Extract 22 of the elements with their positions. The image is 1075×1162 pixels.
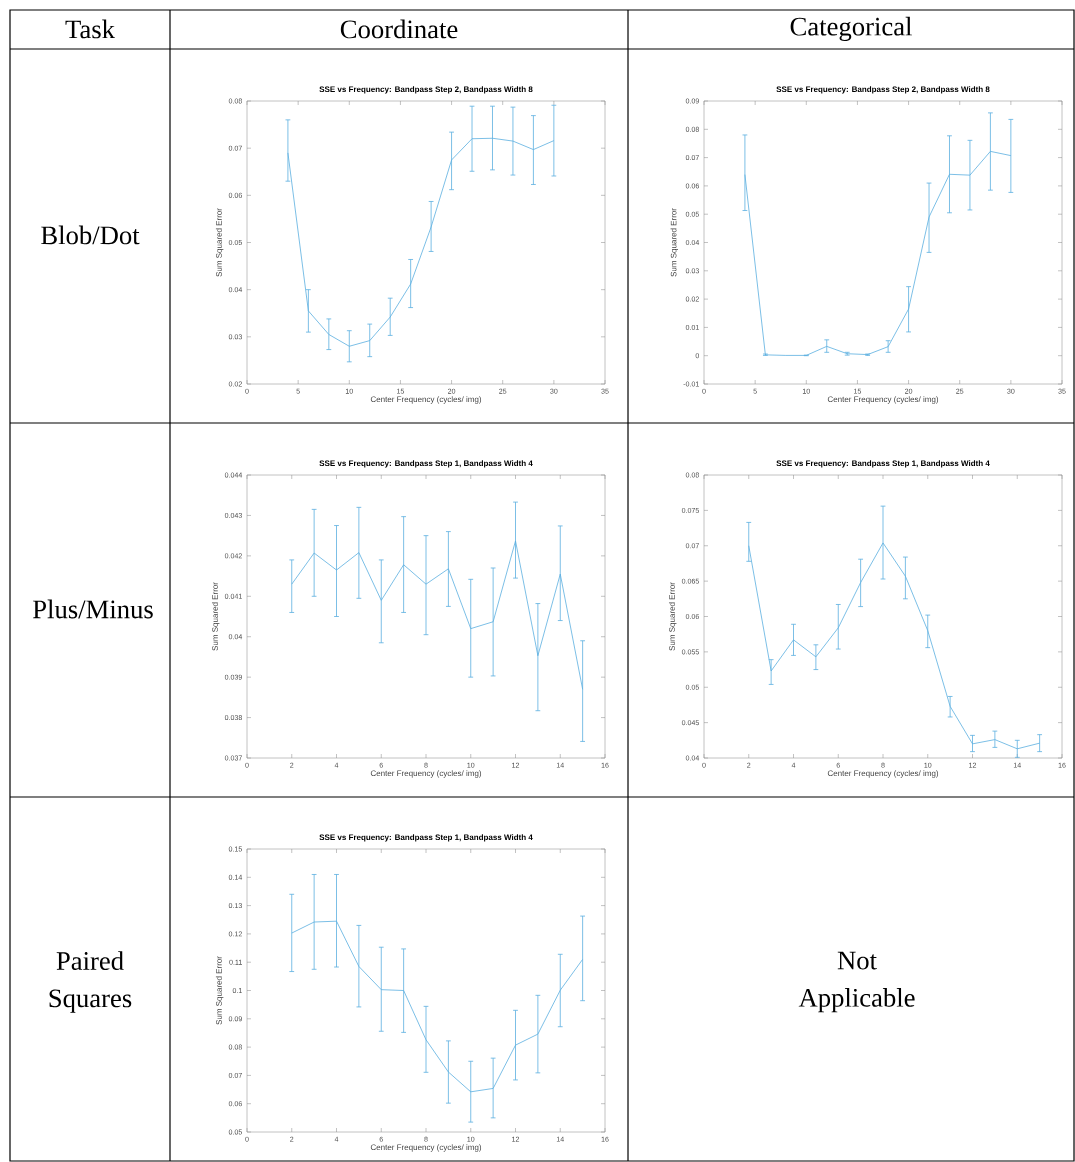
text: Blob/Dot: [41, 225, 140, 245]
x-axis-title: Center Frequency (cycles/ img): [370, 396, 482, 404]
y-axis-title: Sum Squared Error: [668, 582, 677, 651]
chart-title: SSE vs Frequency: Bandpass Step 2, Bandpass Width 8: [776, 86, 990, 94]
chart-title: SSE vs Frequency: Bandpass Step 1, Bandpass Width 4: [319, 460, 533, 468]
chart-title: SSE vs Frequency: Bandpass Step 1, Bandpass Width 4: [319, 834, 533, 842]
y-axis-title: Sum Squared Error: [670, 208, 679, 277]
x-axis-title: Center Frequency (cycles/ img): [370, 1144, 482, 1152]
chart-title: SSE vs Frequency: Bandpass Step 2, Bandpass Width 8: [319, 86, 533, 94]
text: Coordinate: [340, 19, 458, 39]
y-axis-title: Sum Squared Error: [211, 582, 220, 651]
x-axis-title: Center Frequency (cycles/ img): [827, 396, 939, 404]
chart-title: SSE vs Frequency: Bandpass Step 1, Bandpass Width 4: [776, 460, 990, 468]
x-axis-title: Center Frequency (cycles/ img): [370, 770, 482, 778]
text: Task: [65, 19, 116, 39]
text: Categorical: [790, 16, 912, 42]
text: Not Applicable: [798, 951, 915, 1013]
y-axis-title: Sum Squared Error: [215, 208, 224, 277]
y-axis-title: Sum Squared Error: [215, 956, 224, 1025]
text: Paired Squares: [49, 951, 132, 1013]
x-axis-title: Center Frequency (cycles/ img): [827, 770, 939, 778]
text: Plus/Minus: [33, 599, 153, 619]
